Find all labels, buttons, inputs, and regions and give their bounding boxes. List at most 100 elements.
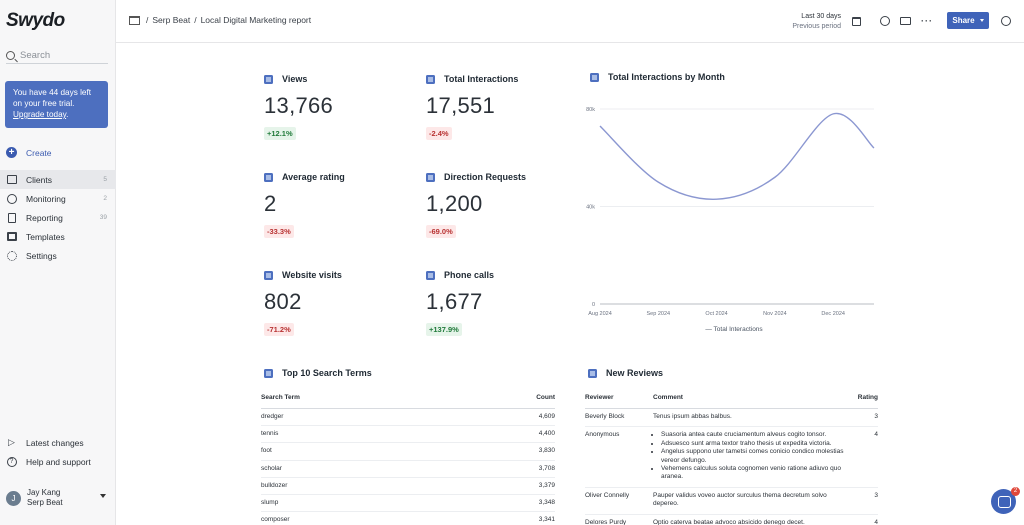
- sidebar-item-clients[interactable]: Clients 5: [0, 170, 116, 189]
- table-row: scholar 3,708: [261, 460, 555, 478]
- search-term-cell: bulldozer: [261, 477, 460, 495]
- chart-title: Total Interactions by Month: [608, 72, 725, 82]
- search-term-cell: dredger: [261, 408, 460, 427]
- search-terms-title-row: Top 10 Search Terms: [264, 368, 372, 378]
- compare-label: Previous period: [792, 23, 841, 30]
- latest-changes-link[interactable]: ▷ Latest changes: [0, 433, 116, 452]
- breadcrumb-client[interactable]: Serp Beat: [152, 15, 191, 25]
- comment-bullet: Vehemens calculus soluta cognomen venio …: [661, 465, 853, 482]
- sidebar-item-settings[interactable]: Settings: [0, 246, 116, 265]
- upgrade-link[interactable]: Upgrade today: [13, 110, 67, 119]
- date-range-selector[interactable]: Last 30 days Previous period: [781, 12, 841, 32]
- sidebar-item-monitoring[interactable]: Monitoring 2: [0, 189, 116, 208]
- sidebar-item-count: 2: [103, 195, 107, 202]
- interactions-chart: Total Interactions by Month 0 40k 80k Aug 2…: [584, 72, 884, 342]
- sidebar-nav: + Create Clients 5 Monitoring 2 Reportin…: [0, 143, 116, 265]
- search-input[interactable]: [20, 50, 100, 61]
- reviewer-cell: Beverly Block: [585, 408, 653, 428]
- palette-icon: [880, 16, 890, 26]
- trial-banner: You have 44 days left on your free trial…: [5, 81, 108, 128]
- rating-cell: 4: [853, 514, 878, 525]
- sidebar-item-reporting[interactable]: Reporting 39: [0, 208, 116, 227]
- column-header[interactable]: Count: [459, 394, 555, 409]
- series-line-total-interactions[interactable]: [599, 113, 875, 200]
- comment-bullet: Angelus suppono uter tametsi comes conic…: [661, 448, 853, 465]
- column-header[interactable]: Search Term: [261, 394, 460, 409]
- sidebar-item-label: Clients: [26, 174, 52, 185]
- more-button[interactable]: ···: [920, 14, 934, 28]
- mail-icon: [899, 17, 911, 25]
- search-box[interactable]: [6, 48, 108, 64]
- monitor-icon: [6, 193, 17, 204]
- metric-title: Phone calls: [444, 270, 495, 280]
- comment-bullet: Suasoria antea caute cruciamentum alveus…: [661, 431, 853, 439]
- templates-icon: [6, 232, 17, 241]
- top-header: / Serp Beat / Local Digital Marketing re…: [116, 0, 1024, 43]
- line-chart-svg: 0 40k 80k Aug 2024 Sep 2024 Oct 2024 Nov 2024 D…: [586, 107, 875, 317]
- widget-icon: [588, 368, 597, 378]
- column-header[interactable]: Comment: [653, 394, 853, 409]
- sidebar-item-label: Templates: [26, 231, 65, 242]
- metric-title: Website visits: [282, 270, 342, 280]
- user-info: Jay Kang Serp Beat: [27, 488, 63, 508]
- x-tick-label: Aug 2024: [588, 311, 612, 317]
- share-label: Share: [952, 16, 975, 25]
- create-button[interactable]: + Create: [0, 143, 116, 162]
- chat-notification-badge: 2: [1011, 487, 1020, 496]
- swydo-logo[interactable]: Swydo: [6, 10, 65, 31]
- metric-value: 13,766: [264, 93, 334, 118]
- column-header[interactable]: Reviewer: [585, 394, 653, 409]
- metric-total-interactions: Total Interactions 17,551 -2.4%: [426, 74, 576, 141]
- calendar-button[interactable]: [849, 14, 863, 28]
- breadcrumb: / Serp Beat / Local Digital Marketing re…: [129, 15, 311, 25]
- sidebar-item-templates[interactable]: Templates: [0, 227, 116, 246]
- metric-value: 1,677: [426, 289, 483, 314]
- table-row: composer 3,341: [261, 511, 555, 525]
- theme-button[interactable]: [878, 14, 892, 28]
- table-row: foot 3,830: [261, 442, 555, 461]
- sidebar-item-label: Monitoring: [26, 193, 66, 204]
- count-cell: 4,609: [459, 408, 555, 427]
- column-header[interactable]: Rating: [853, 394, 878, 409]
- widget-icon: [590, 72, 599, 82]
- table-row: tennis 4,400: [261, 425, 555, 444]
- user-menu[interactable]: J Jay Kang Serp Beat: [6, 486, 110, 510]
- document-icon: [7, 212, 16, 223]
- count-cell: 3,379: [459, 477, 555, 495]
- create-label: Create: [26, 147, 52, 158]
- search-term-cell: tennis: [261, 425, 460, 444]
- account-button[interactable]: [999, 14, 1013, 28]
- metric-change-badge: +12.1%: [264, 127, 296, 140]
- search-terms-title: Top 10 Search Terms: [282, 368, 372, 378]
- table-row: Delores Purdy Optio caterva beatae advoco…: [585, 514, 878, 525]
- email-button[interactable]: [898, 14, 912, 28]
- calendar-icon: [851, 16, 861, 26]
- help-icon: ?: [6, 456, 17, 467]
- help-support-link[interactable]: ? Help and support: [0, 452, 116, 471]
- sidebar-item-count: 39: [99, 214, 107, 221]
- comment-text: Tenus ipsum abbas balbus.: [653, 413, 732, 420]
- x-tick-label: Oct 2024: [705, 311, 727, 317]
- user-org: Serp Beat: [27, 498, 63, 507]
- widget-icon: [264, 368, 273, 378]
- reviews-title-row: New Reviews: [588, 368, 663, 378]
- share-button[interactable]: Share: [947, 12, 989, 29]
- sidebar-bottom-nav: ▷ Latest changes ? Help and support: [0, 433, 116, 471]
- megaphone-icon: ▷: [8, 437, 15, 447]
- metric-phone-calls: Phone calls 1,677 +137.9%: [426, 270, 576, 337]
- plus-icon: +: [6, 147, 17, 158]
- metric-change-badge: -2.4%: [426, 127, 452, 140]
- search-term-cell: scholar: [261, 460, 460, 478]
- sidebar-item-label: Settings: [26, 250, 57, 261]
- metric-direction-requests: Direction Requests 1,200 -69.0%: [426, 172, 576, 239]
- count-cell: 3,348: [459, 494, 555, 513]
- widget-icon: [264, 172, 273, 182]
- reviews-title: New Reviews: [606, 368, 664, 378]
- comment-cell: Pauper validus voveo auctor surculus the…: [653, 487, 853, 515]
- metric-value: 2: [264, 191, 277, 216]
- metric-website-visits: Website visits 802 -71.2%: [264, 270, 414, 337]
- trial-text: You have 44 days left on your free trial…: [13, 88, 91, 108]
- comment-text: Pauper validus voveo auctor surculus the…: [653, 491, 827, 508]
- breadcrumb-separator: /: [194, 15, 197, 25]
- client-icon: [129, 15, 140, 25]
